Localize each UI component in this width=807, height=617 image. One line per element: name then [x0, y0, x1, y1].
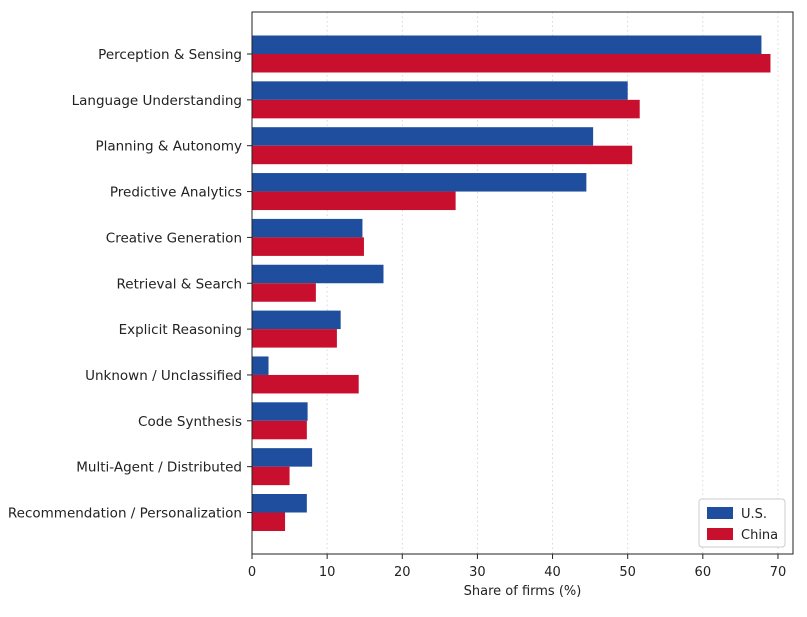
- x-ticks-layer: 0 10 20 30 40 50 60 70: [248, 554, 786, 580]
- category-label: Planning & Autonomy: [95, 139, 242, 155]
- legend-swatch-u-s: [707, 507, 733, 519]
- category-label: Retrieval & Search: [117, 276, 242, 292]
- x-axis-title: Share of firms (%): [464, 584, 582, 599]
- category-label: Unknown / Unclassified: [85, 368, 242, 384]
- bar-china-predictive-analytics: [252, 191, 456, 211]
- bar-u-s-retrieval-search: [252, 264, 384, 284]
- bar-china-planning-autonomy: [252, 145, 633, 165]
- bar-china-creative-generation: [252, 237, 364, 256]
- bar-u-s-recommendation-personalization: [252, 494, 307, 513]
- bar-u-s-explicit-reasoning: [252, 310, 341, 330]
- bar-china-explicit-reasoning: [252, 329, 337, 348]
- category-label: Perception & Sensing: [98, 47, 242, 63]
- legend-label-u-s: U.S.: [741, 507, 767, 522]
- x-tick-label: 20: [394, 565, 411, 580]
- bar-china-unknown-unclassified: [252, 374, 359, 394]
- bar-china-retrieval-search: [252, 283, 316, 302]
- legend: U.S. China: [698, 498, 786, 548]
- y-categories-layer: Perception & Sensing Language Understandi…: [8, 47, 252, 522]
- bar-china-multi-agent-distributed: [252, 466, 290, 486]
- x-tick-label: 70: [770, 565, 787, 580]
- bar-u-s-predictive-analytics: [252, 173, 587, 192]
- legend-label-china: China: [741, 528, 778, 543]
- category-label: Language Understanding: [72, 93, 242, 109]
- x-tick-label: 30: [469, 565, 486, 580]
- bar-u-s-code-synthesis: [252, 402, 308, 421]
- x-tick-label: 10: [319, 565, 336, 580]
- bar-u-s-language-understanding: [252, 81, 628, 100]
- category-label: Predictive Analytics: [110, 185, 242, 201]
- bar-u-s-creative-generation: [252, 218, 363, 238]
- bar-china-perception-sensing: [252, 54, 771, 73]
- x-tick-label: 40: [544, 565, 561, 580]
- bar-china-language-understanding: [252, 99, 640, 119]
- bar-u-s-perception-sensing: [252, 35, 762, 54]
- bar-u-s-planning-autonomy: [252, 127, 594, 146]
- x-tick-label: 50: [619, 565, 636, 580]
- bar-china-recommendation-personalization: [252, 512, 286, 531]
- legend-swatch-china: [707, 528, 733, 540]
- category-label: Recommendation / Personalization: [8, 506, 242, 522]
- category-label: Multi-Agent / Distributed: [76, 460, 242, 476]
- bars-layer: [252, 35, 771, 531]
- bar-u-s-multi-agent-distributed: [252, 448, 313, 467]
- category-label: Creative Generation: [106, 230, 242, 246]
- x-tick-label: 0: [248, 565, 256, 580]
- category-label: Code Synthesis: [138, 414, 242, 430]
- category-label: Explicit Reasoning: [119, 322, 242, 338]
- bar-china-code-synthesis: [252, 420, 307, 440]
- x-tick-label: 60: [695, 565, 712, 580]
- bar-u-s-unknown-unclassified: [252, 356, 269, 375]
